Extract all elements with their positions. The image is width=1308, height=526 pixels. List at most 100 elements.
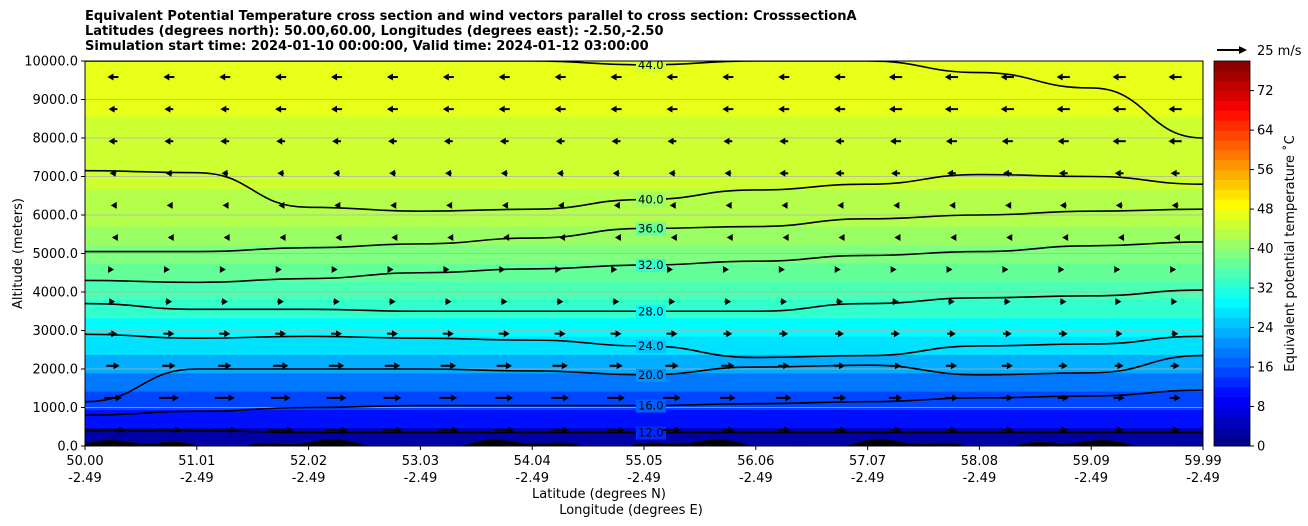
wind-arrow (500, 298, 508, 306)
wind-arrow (1056, 105, 1070, 113)
wind-arrow-head (222, 201, 229, 209)
quiver-key: 25 m/s (1217, 44, 1302, 59)
wind-arrow (498, 105, 510, 113)
field-cell (186, 61, 289, 80)
field-cell (491, 354, 594, 374)
wind-arrow-head (615, 330, 622, 338)
wind-arrow-head (666, 73, 673, 81)
wind-arrow-head (331, 73, 338, 81)
wind-arrow-head (729, 394, 736, 402)
wind-arrow-head (834, 73, 841, 81)
wind-arrow-head (1112, 137, 1119, 145)
quiver-key-head (1239, 46, 1247, 54)
field-cell (85, 372, 188, 392)
wind-arrow (445, 298, 452, 306)
wind-arrow-head (1114, 266, 1121, 274)
wind-arrow-head (1000, 105, 1007, 113)
wind-arrow-head (502, 201, 509, 209)
wind-arrow-head (613, 298, 620, 306)
wind-arrow-head (945, 137, 952, 145)
wind-arrow-head (1001, 137, 1008, 145)
wind-arrow (1058, 266, 1065, 274)
wind-arrow (838, 233, 845, 241)
wind-arrow (668, 298, 676, 306)
wind-arrow (384, 362, 401, 370)
wind-arrow (888, 73, 903, 81)
wind-arrow (666, 330, 678, 338)
wind-arrow-head (784, 426, 791, 434)
wind-arrow (834, 362, 846, 370)
wind-arrow (164, 137, 174, 145)
wind-arrow (948, 298, 955, 306)
wind-arrow-head (332, 137, 339, 145)
wind-arrow-head (1117, 426, 1124, 434)
colorbar-band (1214, 288, 1250, 299)
colorbar-band (1214, 179, 1250, 190)
field-cell (85, 189, 188, 209)
wind-arrow-head (446, 201, 453, 209)
colorbar-band (1214, 139, 1250, 151)
field-cell (999, 262, 1102, 282)
wind-arrow (556, 169, 564, 177)
wind-arrow (890, 137, 902, 145)
wind-arrow-head (1115, 298, 1122, 306)
wind-arrow (663, 394, 681, 402)
wind-arrow (1113, 394, 1125, 402)
contour-label-bg (636, 193, 666, 207)
wind-arrow-head (219, 73, 226, 81)
field-cell (186, 281, 289, 300)
wind-arrow (1058, 426, 1068, 434)
x-tick-label-lon: -2.49 (963, 471, 997, 486)
wind-arrow (663, 426, 681, 434)
contour-label: 28.0 (638, 304, 664, 318)
wind-arrow (106, 362, 120, 370)
wind-arrow-head (1061, 362, 1068, 370)
wind-arrow (382, 426, 403, 434)
wind-arrow (611, 137, 621, 145)
y-tick-label: 7000.0 (33, 170, 79, 185)
wind-arrow-head (109, 169, 116, 177)
wind-arrow-head (445, 298, 452, 306)
wind-arrow (720, 394, 736, 402)
wind-arrow (950, 233, 957, 241)
field-cell (593, 372, 696, 392)
wind-arrow (1006, 233, 1013, 241)
wind-arrow (1168, 73, 1182, 81)
wind-arrow-head (947, 169, 954, 177)
wind-arrow-head (949, 201, 956, 209)
wind-arrow (612, 298, 620, 306)
wind-arrow (781, 201, 788, 209)
wind-arrow-head (445, 169, 452, 177)
wind-arrow (277, 169, 284, 177)
field-cell (186, 97, 289, 117)
wind-arrow (158, 394, 179, 402)
colorbar-tick-label: 72 (1257, 84, 1274, 99)
wind-arrow-head (113, 362, 120, 370)
field-cell (796, 116, 899, 135)
wind-arrow (778, 105, 790, 113)
wind-arrow-head (888, 73, 895, 81)
wind-arrow (721, 426, 735, 434)
wind-arrow-head (1006, 426, 1013, 434)
field-cell (491, 152, 594, 172)
wind-arrow-head (389, 298, 396, 306)
y-tick-label: 9000.0 (33, 93, 79, 108)
wind-arrow (325, 426, 348, 434)
field-cell (1101, 226, 1203, 245)
wind-arrow-head (838, 233, 845, 241)
field-cell (694, 391, 798, 410)
wind-arrow-head (946, 266, 953, 274)
wind-arrow (109, 169, 117, 177)
wind-arrow (778, 73, 790, 81)
wind-arrow (1114, 362, 1124, 370)
field-cell (389, 299, 493, 319)
wind-arrow-head (1004, 298, 1011, 306)
field-cell (593, 354, 696, 374)
field-cell (1101, 336, 1203, 355)
wind-arrow (447, 233, 454, 241)
wind-arrow (1059, 298, 1067, 306)
wind-arrow (386, 73, 398, 81)
wind-arrow-head (169, 362, 176, 370)
wind-arrow (780, 298, 788, 306)
wind-arrow-head (447, 233, 454, 241)
